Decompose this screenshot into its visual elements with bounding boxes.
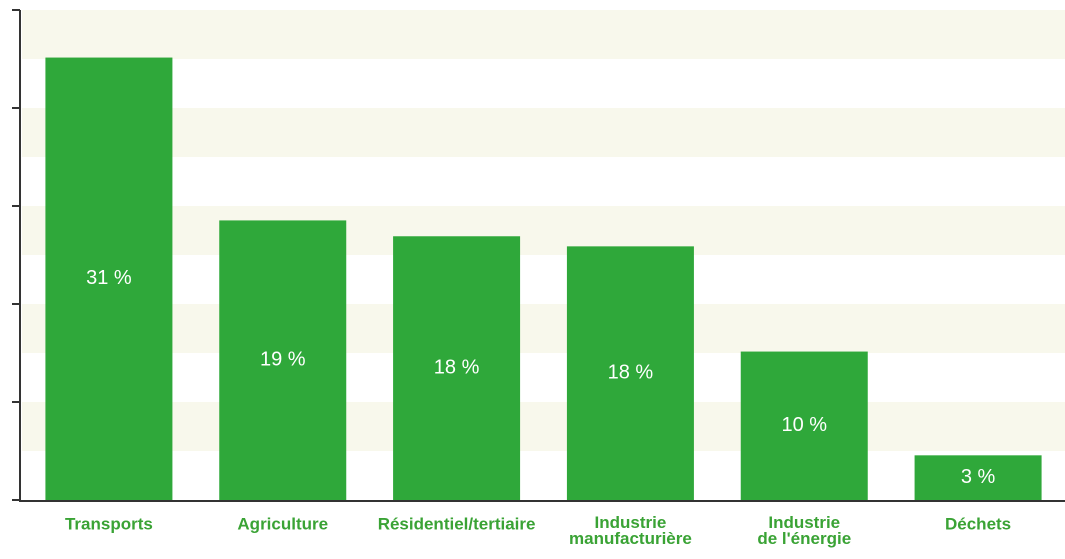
value-label: 18 %: [434, 356, 480, 378]
bar: [393, 236, 521, 500]
value-label: 3 %: [961, 466, 996, 488]
grid-band: [22, 304, 1065, 353]
bar: [45, 57, 173, 500]
x-tick-label: Résidentiel/tertiaire: [378, 514, 536, 533]
grid-band: [22, 10, 1065, 59]
x-tick-label: Transports: [65, 514, 153, 533]
x-tick-label: Agriculture: [237, 514, 328, 533]
x-tick-label: Industrie manufacturière: [569, 513, 692, 548]
bar: [219, 220, 347, 501]
value-label: 31 %: [86, 267, 132, 289]
bar: [914, 455, 1042, 500]
value-label: 18 %: [608, 361, 654, 383]
x-tick-label: Industrie de l'énergie: [757, 513, 851, 548]
grid-band: [22, 206, 1065, 255]
bar: [740, 351, 868, 500]
value-label: 19 %: [260, 348, 306, 370]
bar: [566, 246, 694, 500]
x-tick-label: Déchets: [945, 514, 1011, 533]
grid-band: [22, 402, 1065, 451]
value-label: 10 %: [781, 414, 827, 436]
grid-band: [22, 108, 1065, 157]
